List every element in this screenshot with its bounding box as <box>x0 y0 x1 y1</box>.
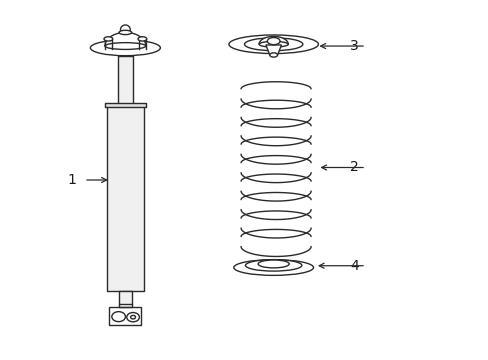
Ellipse shape <box>105 42 145 49</box>
Polygon shape <box>105 32 145 46</box>
Ellipse shape <box>126 312 139 322</box>
Ellipse shape <box>120 25 130 34</box>
Text: 1: 1 <box>68 173 77 187</box>
Ellipse shape <box>245 260 301 271</box>
Ellipse shape <box>269 53 277 57</box>
Ellipse shape <box>90 40 160 56</box>
Bar <box>109 307 141 325</box>
Ellipse shape <box>233 260 313 275</box>
Ellipse shape <box>130 315 135 319</box>
Ellipse shape <box>119 30 131 35</box>
Ellipse shape <box>112 312 125 321</box>
Ellipse shape <box>258 260 288 268</box>
Ellipse shape <box>244 38 302 51</box>
Ellipse shape <box>267 37 280 45</box>
Ellipse shape <box>138 37 146 41</box>
Ellipse shape <box>228 35 318 54</box>
Text: 2: 2 <box>349 161 358 175</box>
Ellipse shape <box>104 37 113 41</box>
Ellipse shape <box>259 41 287 47</box>
Polygon shape <box>265 45 281 55</box>
Polygon shape <box>259 36 287 44</box>
Text: 3: 3 <box>349 39 358 53</box>
Text: 4: 4 <box>349 259 358 273</box>
